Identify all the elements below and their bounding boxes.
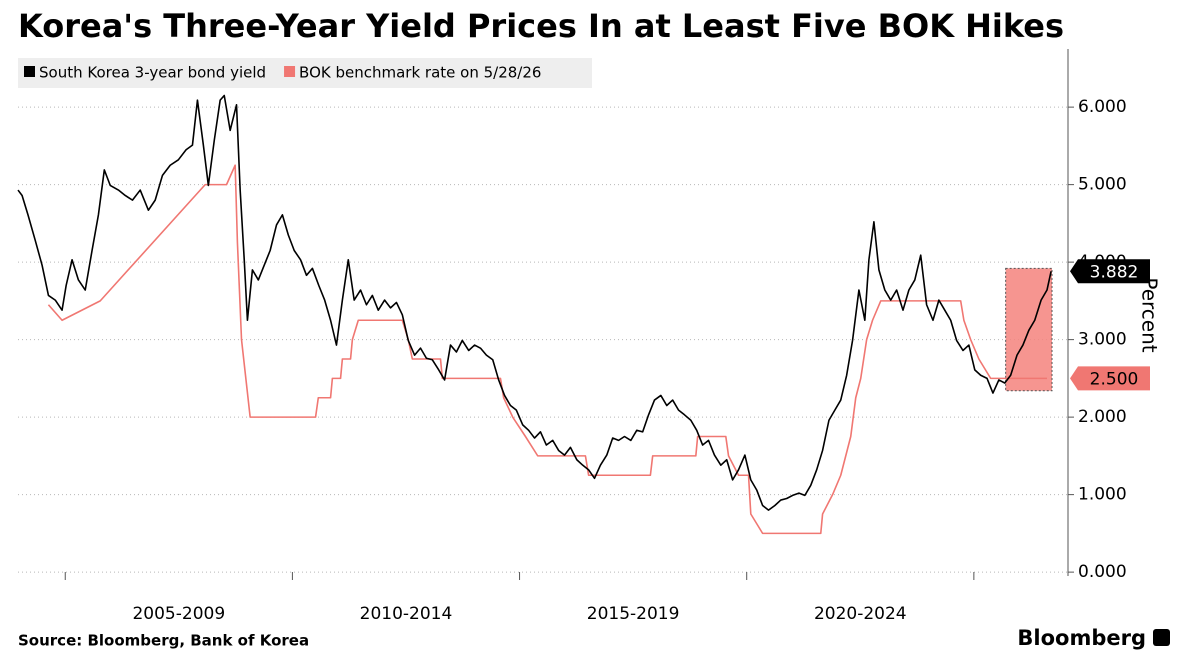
y-tick-label: 3.000: [1078, 330, 1127, 350]
y-tick-label: 5.000: [1078, 175, 1127, 195]
end-label: 2.500: [1090, 369, 1139, 389]
end-label-box: [1070, 366, 1150, 391]
y-tick-label: 0.000: [1078, 562, 1127, 582]
legend-swatch: [24, 66, 35, 77]
chart-title: Korea's Three-Year Yield Prices In at Le…: [18, 7, 1064, 45]
y-tick-label: 6.000: [1078, 97, 1127, 117]
legend-label: South Korea 3-year bond yield: [39, 64, 266, 82]
x-tick-label: 2005-2009: [132, 604, 225, 624]
legend-label: BOK benchmark rate on 5/28/26: [299, 64, 541, 82]
y-tick-label: 2.000: [1078, 407, 1127, 427]
y-axis-title: Percent: [1138, 277, 1162, 352]
end-label: 3.882: [1090, 262, 1139, 282]
legend-background: [18, 58, 592, 88]
y-tick-label: 1.000: [1078, 485, 1127, 505]
x-tick-label: 2015-2019: [587, 604, 680, 624]
end-label-box: [1070, 259, 1150, 284]
x-tick-label: 2020-2024: [814, 604, 907, 624]
x-tick-label: 2010-2014: [360, 604, 453, 624]
legend-swatch: [284, 66, 296, 77]
brand-icon: [1153, 629, 1170, 646]
series-line: [47, 164, 1047, 535]
brand: Bloomberg: [1017, 626, 1146, 650]
source-note: Source: Bloomberg, Bank of Korea: [18, 632, 309, 650]
series-line: [17, 94, 1052, 511]
